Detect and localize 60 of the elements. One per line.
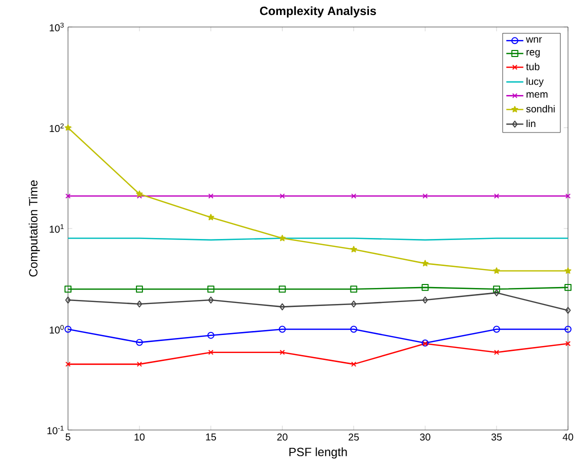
point [350,246,358,252]
legend-label: lin [526,120,536,128]
point [494,193,500,199]
point [494,289,500,296]
point [493,326,500,333]
x-tick-label: 40 [562,434,574,441]
point [350,300,356,308]
point [422,260,428,266]
y-tick-label: 10$^{3}$ [50,22,64,32]
y-tick-label: 10$^{0}$ [50,324,64,334]
point [136,286,143,293]
point [280,350,285,355]
point [564,284,572,291]
point [208,350,214,355]
point [350,286,358,293]
point [208,296,214,304]
x-axis-title: PSF length [289,447,347,459]
x-tick-label: 35 [491,434,502,441]
x-tick-label: 5 [66,434,70,440]
chart-title: Complexity Analysis [260,6,376,18]
legend-label: mem [526,92,548,98]
point [136,300,142,308]
point [278,234,286,242]
point [64,286,72,293]
point [350,326,358,333]
point [280,193,285,199]
legend-label: tub [526,62,540,70]
y-axis-title: Computation Time [28,180,40,277]
x-tick-label: 25 [348,434,359,441]
point [351,362,356,367]
point [493,267,500,274]
legend-label: reg [526,50,540,58]
point [422,296,428,304]
point [207,286,214,293]
point [564,267,572,274]
y-tick-label: 10$^{-1}$ [47,426,64,434]
legend-label: lucy [526,78,544,87]
point [278,326,286,333]
x-tick-label: 10 [134,434,145,441]
point [207,332,214,339]
point [351,193,356,199]
point [422,284,429,291]
y-tick-label: 10$^{2}$ [50,123,64,132]
x-tick-label: 15 [206,434,216,440]
legend-label: wnr [526,37,542,43]
point [494,350,500,355]
point [493,286,500,293]
x-tick-label: 20 [277,434,288,441]
x-tick-label: 30 [420,434,430,441]
point [64,124,72,131]
point [136,338,143,346]
point [136,190,143,197]
point [208,193,214,199]
y-tick-label: 10$^{1}$ [50,224,64,233]
point [280,303,286,310]
point [136,362,142,367]
point [278,286,286,293]
point [208,214,214,220]
legend-label: sondhi [526,105,555,112]
point [422,193,428,199]
